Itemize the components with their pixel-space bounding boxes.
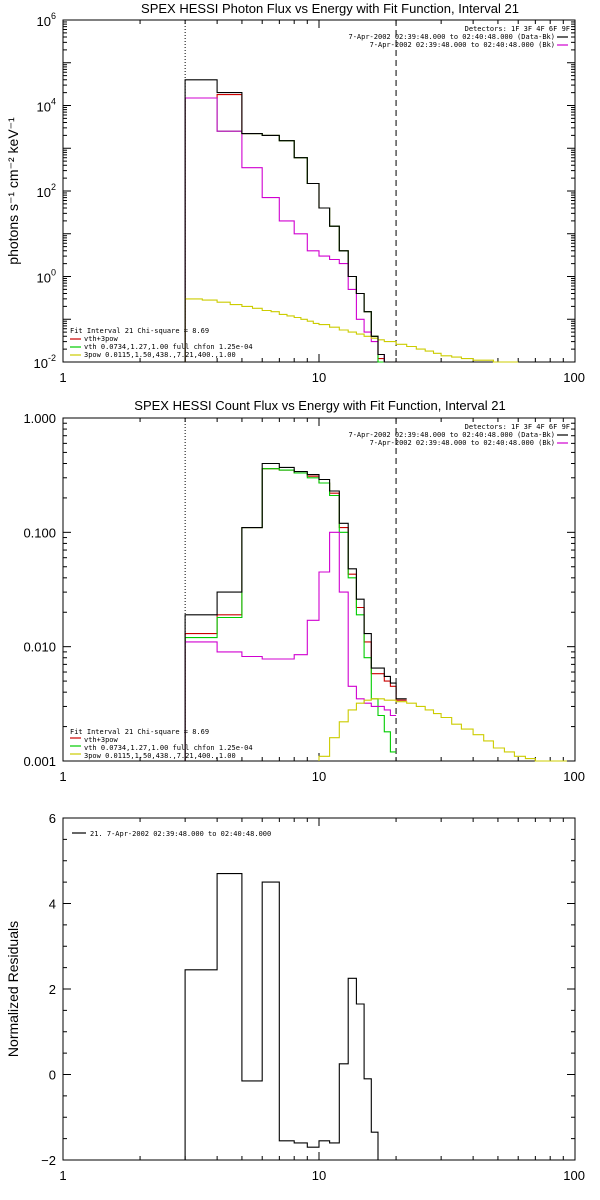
residuals-ylabel: Normalized Residuals [5, 921, 21, 1057]
count-flux-detectors: Detectors: 1F 3F 4F 6F 9F [465, 423, 570, 431]
residuals-ytick-label: −2 [41, 1153, 56, 1168]
count-flux-ytick-label: 0.001 [23, 754, 56, 769]
count-flux-xtick-label: 100 [563, 769, 585, 784]
photon-flux-detectors: Detectors: 1F 3F 4F 6F 9F [465, 25, 570, 33]
photon-flux-legend-vth3pow: vth+3pow [84, 335, 119, 343]
count-flux-fit-header: Fit Interval 21 Chi-square = 8.69 [70, 728, 209, 736]
count-flux-series-data-bk [184, 462, 407, 761]
photon-flux-legend-data-bk: 7-Apr-2002 02:39:48.000 to 02:40:48.000 … [348, 33, 555, 41]
photon-flux-ytick-exp: 2 [51, 182, 56, 192]
residuals-panel: 21. 7-Apr-2002 02:39:48.000 to 02:40:48.… [5, 811, 585, 1183]
residuals-xtick-label: 10 [312, 1168, 326, 1183]
count-flux-ytick-label: 0.100 [23, 525, 56, 540]
photon-flux-series-bk [184, 97, 397, 363]
photon-flux-fit-header: Fit Interval 21 Chi-square = 8.69 [70, 327, 209, 335]
residuals-series-21 [184, 873, 379, 1160]
photon-flux-ytick-label: 10-2 [34, 353, 56, 371]
photon-flux-title: SPEX HESSI Photon Flux vs Energy with Fi… [141, 1, 519, 16]
count-flux-series-vth-3pow [184, 468, 407, 761]
photon-flux-xtick-label: 10 [312, 370, 326, 385]
count-flux-series-bk [184, 531, 397, 761]
photon-flux-ytick-base: 10 [37, 100, 51, 115]
photon-flux-ytick-label: 106 [37, 11, 56, 29]
count-flux-ytick-label: 0.010 [23, 640, 56, 655]
count-flux-xtick-label: 1 [59, 769, 66, 784]
residuals-ytick-label: 4 [49, 897, 56, 912]
residuals-plot-frame [62, 817, 576, 1161]
photon-flux-ytick-base: 10 [37, 14, 51, 29]
photon-flux-ytick-label: 102 [37, 182, 56, 200]
photon-flux-ylabel: photons s⁻¹ cm⁻² keV⁻¹ [5, 117, 21, 265]
residuals-ytick-label: 6 [49, 811, 56, 826]
residuals-xtick-label: 100 [563, 1168, 585, 1183]
photon-flux-ytick-base: 10 [37, 185, 51, 200]
count-flux-series-3pow [318, 698, 567, 762]
photon-flux-legend-vth: vth 0.0734,1.27,1.00 full chfon 1.25e-04 [84, 343, 253, 351]
count-flux-legend-data-bk: 7-Apr-2002 02:39:48.000 to 02:40:48.000 … [348, 431, 555, 439]
photon-flux-legend-3pow: 3pow 0.0115,1.50,438.,7.21,400.,1.00 [84, 351, 236, 359]
count-flux-legend-vth: vth 0.0734,1.27,1.00 full chfon 1.25e-04 [84, 744, 253, 752]
photon-flux-ytick-exp: 0 [51, 268, 56, 278]
photon-flux-ytick-exp: 6 [51, 11, 56, 21]
photon-flux-series-data-bk [184, 79, 397, 363]
residuals-legend: 21. 7-Apr-2002 02:39:48.000 to 02:40:48.… [90, 830, 271, 838]
photon-flux-ytick-label: 100 [37, 268, 56, 286]
count-flux-title: SPEX HESSI Count Flux vs Energy with Fit… [134, 398, 505, 413]
residuals-ytick-label: 2 [49, 982, 56, 997]
photon-flux-panel: SPEX HESSI Photon Flux vs Energy with Fi… [5, 1, 585, 385]
count-flux-legend-vth3pow: vth+3pow [84, 736, 119, 744]
photon-flux-xtick-label: 100 [563, 370, 585, 385]
count-flux-ytick-label: 1.000 [23, 411, 56, 426]
count-flux-legend-3pow: 3pow 0.0115,1.50,438.,7.21,400.,1.00 [84, 752, 236, 760]
photon-flux-ytick-base: 10 [34, 356, 48, 371]
photon-flux-xtick-label: 1 [59, 370, 66, 385]
photon-flux-ytick-exp: 4 [51, 97, 56, 107]
photon-flux-ytick-base: 10 [37, 271, 51, 286]
count-flux-panel: SPEX HESSI Count Flux vs Energy with Fit… [23, 398, 585, 784]
photon-flux-series-3pow [184, 298, 519, 363]
photon-flux-ytick-label: 104 [37, 97, 56, 115]
count-flux-xtick-label: 10 [312, 769, 326, 784]
photon-flux-ytick-exp: -2 [48, 353, 56, 363]
photon-flux-legend-bk: 7-Apr-2002 02:39:48.000 to 02:40:48.000 … [370, 41, 555, 49]
residuals-ytick-label: 0 [49, 1068, 56, 1083]
count-flux-legend-bk: 7-Apr-2002 02:39:48.000 to 02:40:48.000 … [370, 439, 555, 447]
residuals-xtick-label: 1 [59, 1168, 66, 1183]
